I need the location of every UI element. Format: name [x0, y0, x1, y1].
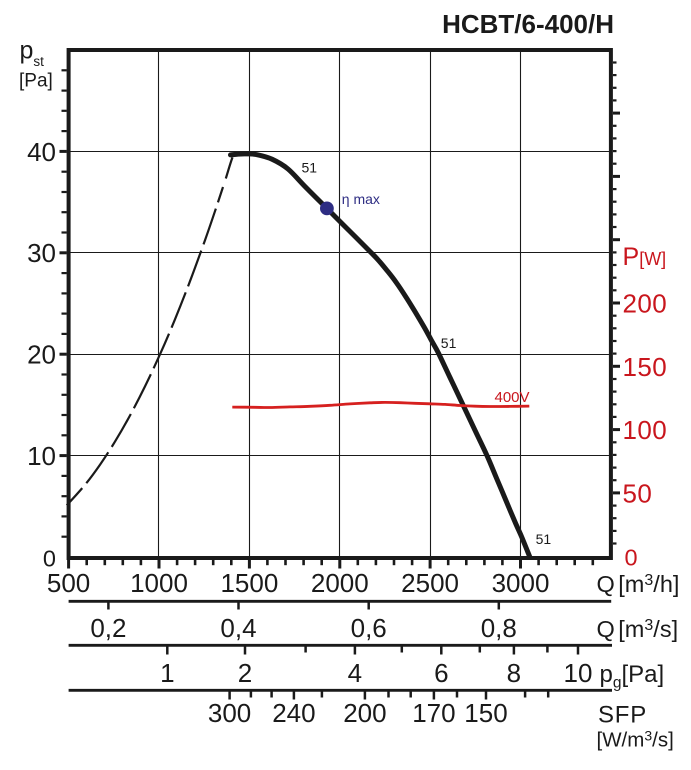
svg-text:3000: 3000: [492, 568, 550, 598]
svg-text:50: 50: [623, 478, 653, 508]
svg-text:0,6: 0,6: [351, 613, 387, 643]
svg-text:η max: η max: [342, 191, 380, 207]
svg-text:[W/m3/s]: [W/m3/s]: [597, 728, 674, 752]
svg-text:170: 170: [412, 698, 455, 728]
svg-text:10: 10: [27, 441, 56, 471]
svg-text:0: 0: [625, 545, 638, 571]
svg-text:1500: 1500: [220, 568, 278, 598]
svg-text:40: 40: [27, 137, 56, 167]
svg-text:100: 100: [623, 415, 668, 445]
svg-text:8: 8: [507, 658, 521, 688]
svg-text:240: 240: [272, 698, 315, 728]
svg-text:Q[m3/s]: Q [m3/s]: [597, 616, 679, 642]
svg-text:51: 51: [302, 160, 318, 176]
svg-text:pg[Pa]: pg[Pa]: [600, 661, 665, 692]
svg-text:51: 51: [536, 531, 552, 547]
svg-text:500: 500: [47, 568, 90, 598]
svg-text:1: 1: [160, 658, 174, 688]
svg-text:HCBT/6-400/H: HCBT/6-400/H: [442, 9, 614, 39]
svg-text:150: 150: [464, 698, 507, 728]
svg-text:6: 6: [434, 658, 448, 688]
svg-text:10: 10: [564, 658, 593, 688]
svg-text:[Pa]: [Pa]: [19, 71, 53, 92]
svg-text:4: 4: [348, 658, 362, 688]
svg-text:1000: 1000: [130, 568, 188, 598]
svg-text:2: 2: [238, 658, 252, 688]
svg-text:20: 20: [27, 340, 56, 370]
svg-text:2000: 2000: [311, 568, 369, 598]
svg-text:400V: 400V: [495, 389, 530, 406]
svg-text:0,2: 0,2: [90, 613, 126, 643]
svg-text:150: 150: [623, 352, 668, 382]
svg-text:51: 51: [441, 335, 457, 351]
svg-text:0,4: 0,4: [220, 613, 256, 643]
svg-text:200: 200: [623, 289, 668, 319]
svg-text:0,8: 0,8: [481, 613, 517, 643]
svg-text:0: 0: [43, 545, 56, 571]
svg-text:300: 300: [208, 698, 251, 728]
svg-text:SFP: SFP: [598, 702, 647, 729]
svg-text:200: 200: [343, 698, 386, 728]
svg-text:2500: 2500: [401, 568, 459, 598]
svg-text:30: 30: [27, 238, 56, 268]
svg-text:Q[m3/h]: Q [m3/h]: [597, 571, 680, 597]
